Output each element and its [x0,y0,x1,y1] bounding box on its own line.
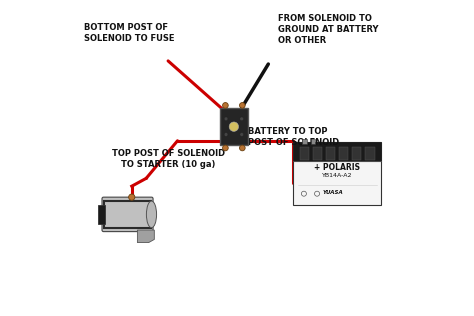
Polygon shape [137,230,155,243]
Text: + POLARIS: + POLARIS [314,163,360,172]
Bar [313,147,322,160]
Text: BATTERY TO TOP
POST OF SOLENOID: BATTERY TO TOP POST OF SOLENOID [248,127,339,147]
Bar [352,147,362,160]
Text: YUASA: YUASA [322,190,343,195]
Circle shape [239,145,245,151]
Bar [311,139,315,143]
Bar [300,147,309,160]
Bar [293,161,381,205]
Bar [220,108,248,145]
Bar [339,147,348,160]
Text: BOTTOM POST OF
SOLENOID TO FUSE: BOTTOM POST OF SOLENOID TO FUSE [83,23,174,43]
Text: FROM SOLENOID TO
GROUND AT BATTERY
OR OTHER: FROM SOLENOID TO GROUND AT BATTERY OR OT… [278,14,378,45]
Bar [103,201,152,228]
Circle shape [224,133,228,137]
Bar [302,139,307,143]
Bar [98,205,105,224]
Bar [293,142,381,161]
Text: TOP POST OF SOLENOID
TO STARTER (10 ga): TOP POST OF SOLENOID TO STARTER (10 ga) [111,149,225,169]
Circle shape [239,103,245,108]
Circle shape [240,117,244,121]
Circle shape [229,122,238,131]
Circle shape [240,133,244,137]
Circle shape [223,103,228,108]
Circle shape [224,117,228,121]
Text: YB14A-A2: YB14A-A2 [322,173,353,178]
Circle shape [128,194,135,200]
Ellipse shape [146,201,156,228]
Circle shape [223,145,228,151]
Bar [365,147,374,160]
FancyBboxPatch shape [102,197,153,232]
Bar [326,147,335,160]
